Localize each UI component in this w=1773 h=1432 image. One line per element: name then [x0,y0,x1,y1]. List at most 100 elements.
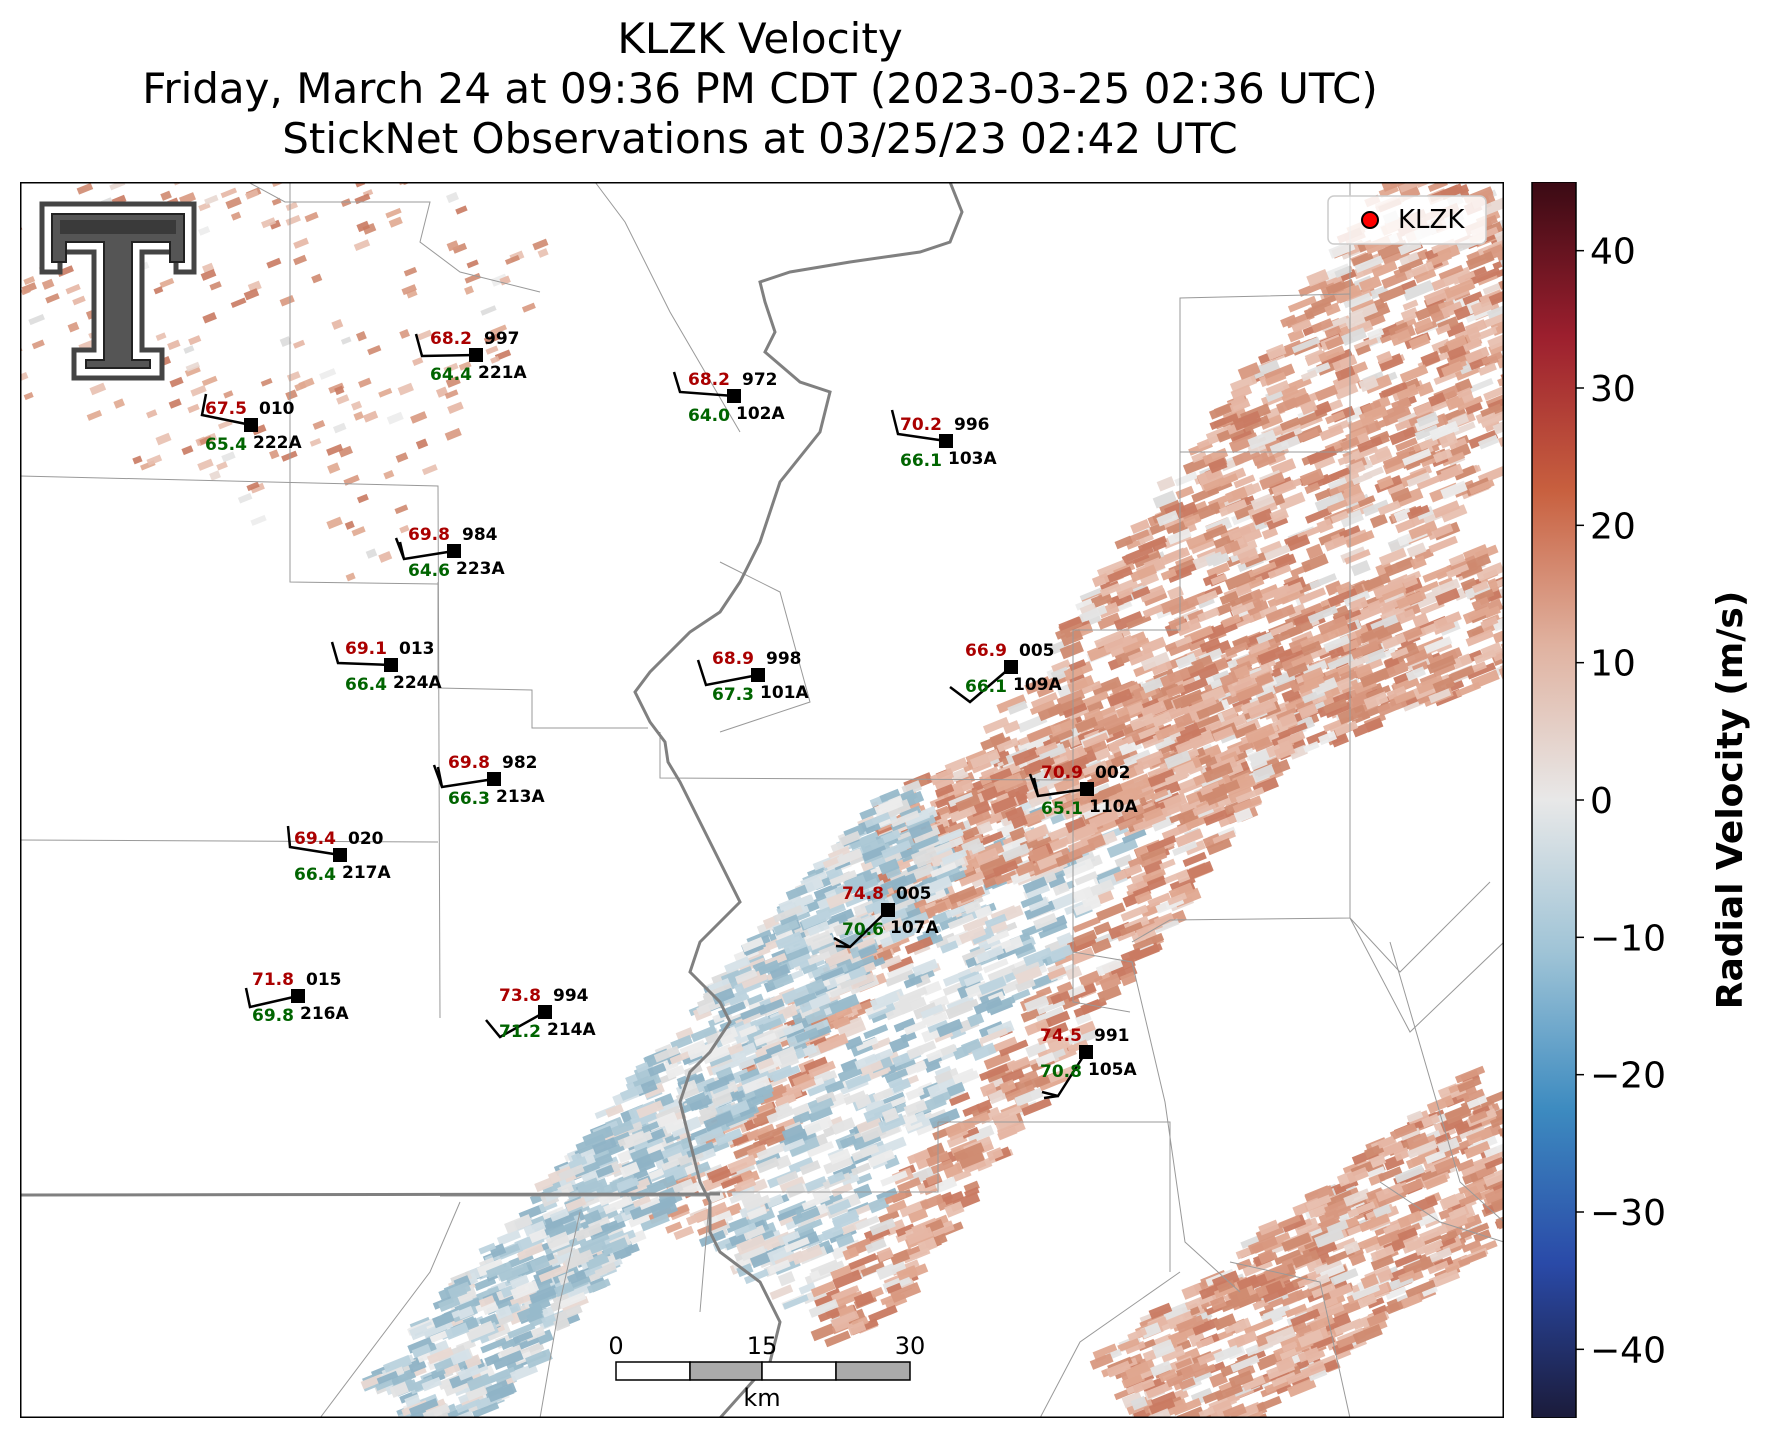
station-temp: 71.8 [252,970,294,990]
station-102A[interactable]: 68.2 972 64.0 102A [672,370,785,426]
wind-barb-icon [485,1010,546,1039]
chart-subtitle-obs: StickNet Observations at 03/25/23 02:42 … [282,114,1238,163]
colorbar-tick-label: −10 [1590,918,1666,959]
scale-tick-30: 30 [895,1332,926,1360]
station-pressure: 005 [1019,641,1055,661]
station-pressure: 994 [553,986,589,1006]
wind-barb-icon [833,909,889,949]
station-id: 221A [478,363,527,383]
station-temp: 74.8 [842,884,884,904]
station-101A[interactable]: 68.9 998 67.3 101A [696,649,809,705]
map-frame [20,182,1504,1418]
scale-bar: 0 15 30 km [608,1332,925,1412]
station-marker-icon [939,434,953,448]
sticknet-stations: 68.2 997 64.4 221A 67.5 010 65.4 222A 68.2 972 64.… [200,329,1138,1100]
station-marker-icon [1079,1045,1093,1059]
station-pressure: 013 [399,639,435,659]
station-dewpoint: 66.4 [294,865,336,885]
station-dewpoint: 70.8 [1040,1062,1082,1082]
station-217A[interactable]: 69.4 020 66.4 217A [286,825,391,885]
station-110A[interactable]: 70.9 002 65.1 110A [1028,763,1138,819]
station-pressure: 991 [1094,1026,1130,1046]
station-dewpoint: 66.1 [965,677,1007,697]
station-id: 109A [1013,675,1062,695]
wind-barb-icon [432,764,495,789]
scale-tick-0: 0 [608,1332,623,1360]
station-temp: 69.1 [345,639,387,659]
radar-map[interactable]: 68.2 997 64.4 221A 67.5 010 65.4 222A 68.2 972 64.… [20,182,1504,1418]
station-dewpoint: 66.3 [448,789,490,809]
station-id: 102A [736,404,785,424]
station-pressure: 005 [896,884,932,904]
station-223A[interactable]: 69.8 984 64.6 223A [394,525,505,581]
wind-barb-icon [286,825,341,857]
legend-label: KLZK [1398,205,1465,235]
wind-barb-icon [696,659,759,687]
station-id: 105A [1088,1060,1137,1080]
station-marker-icon [487,772,501,786]
station-marker-icon [881,903,895,917]
station-216A[interactable]: 71.8 015 69.8 216A [244,970,349,1026]
station-221A[interactable]: 68.2 997 64.4 221A [414,329,527,385]
state-boundary [20,182,964,1418]
station-222A[interactable]: 67.5 010 65.4 222A [200,393,302,455]
station-temp: 68.2 [688,370,730,390]
station-pressure: 982 [502,753,538,773]
station-109A[interactable]: 66.9 005 66.1 109A [949,641,1062,704]
station-marker-icon [1004,660,1018,674]
colorbar-label: Radial Velocity (m/s) [1710,591,1751,1010]
wind-barb-icon [1028,773,1088,798]
station-id: 213A [496,787,545,807]
wind-barb-icon [200,393,252,427]
station-temp: 69.8 [408,525,450,545]
station-105A[interactable]: 74.5 991 70.8 105A [1040,1026,1137,1100]
station-103A[interactable]: 70.2 996 66.1 103A [890,409,997,471]
station-temp: 67.5 [205,399,247,419]
station-temp: 69.4 [294,829,336,849]
wind-barb-icon [394,537,455,561]
station-pressure: 010 [259,399,295,419]
county-boundaries [20,182,1504,1418]
station-pressure: 998 [766,649,802,669]
wind-barb-icon [1041,1051,1088,1100]
station-pressure: 020 [348,829,384,849]
station-id: 222A [253,433,302,453]
colorbar-tick-label: −40 [1590,1330,1666,1371]
station-temp: 73.8 [499,986,541,1006]
wind-barb-icon [244,987,299,1009]
colorbar-tick-label: 30 [1590,369,1636,410]
station-temp: 69.8 [448,753,490,773]
texas-tech-logo-icon: T [39,201,197,381]
station-marker-icon [244,418,258,432]
station-dewpoint: 66.4 [345,675,387,695]
colorbar: 40 30 20 10 0 −10 −20 −30 −40 Radial Velocity (m… [1531,182,1751,1418]
station-marker-icon [538,1005,552,1019]
klzk-marker-icon [1361,211,1379,229]
station-marker-icon [291,989,305,1003]
colorbar-tick-label: 20 [1590,506,1636,547]
station-dewpoint: 64.6 [408,561,450,581]
scale-unit: km [743,1384,780,1412]
station-id: 216A [300,1004,349,1024]
chart-subtitle-time: Friday, March 24 at 09:36 PM CDT (2023-0… [142,64,1378,113]
colorbar-tick-label: 40 [1590,232,1636,273]
wind-barb-icon [949,666,1012,704]
station-224A[interactable]: 69.1 013 66.4 224A [330,639,442,695]
station-id: 224A [393,673,442,693]
station-id: 223A [456,559,505,579]
station-pressure: 972 [742,370,778,390]
station-id: 217A [342,863,391,883]
colorbar-gradient [1531,182,1577,1418]
station-214A[interactable]: 73.8 994 71.2 214A [485,986,596,1042]
station-pressure: 997 [484,329,520,349]
station-dewpoint: 65.4 [205,435,247,455]
legend-box: KLZK [1327,195,1487,245]
station-213A[interactable]: 69.8 982 66.3 213A [432,753,545,809]
station-107A[interactable]: 74.8 005 70.6 107A [833,884,939,949]
station-dewpoint: 71.2 [499,1022,541,1042]
station-marker-icon [384,658,398,672]
colorbar-tick-label: 10 [1590,644,1636,685]
station-marker-icon [469,348,483,362]
station-temp: 74.5 [1040,1026,1082,1046]
wind-barb-icon [330,641,392,667]
